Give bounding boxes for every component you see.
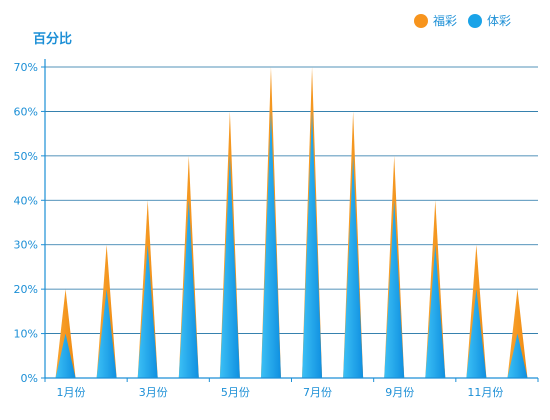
bar-ticai[interactable] (137, 244, 158, 378)
bar-ticai[interactable] (178, 200, 199, 378)
y-tick-label: 50% (14, 150, 38, 163)
y-axis-title: 百分比 (33, 31, 72, 47)
legend-item-ticai[interactable]: 体彩 (468, 14, 511, 28)
y-tick-label: 30% (14, 239, 38, 252)
bar-ticai[interactable] (96, 289, 117, 378)
legend-item-fucai[interactable]: 福彩 (414, 13, 457, 28)
bar-ticai[interactable] (466, 289, 487, 378)
y-tick-label: 70% (14, 61, 38, 74)
legend-swatch-ticai (468, 14, 482, 28)
bar-fucai[interactable] (55, 289, 76, 378)
axes (44, 59, 539, 382)
y-tick-label: 40% (14, 194, 38, 207)
x-tick-label: 5月份 (221, 386, 250, 399)
bars (55, 67, 528, 378)
bar-ticai[interactable] (343, 155, 364, 378)
bar-ticai[interactable] (507, 333, 528, 378)
x-tick-label: 1月份 (57, 386, 86, 399)
bar-fucai[interactable] (507, 289, 528, 378)
legend-swatch-fucai (414, 14, 428, 28)
y-tick-label: 20% (14, 283, 38, 296)
bar-ticai[interactable] (302, 111, 323, 378)
x-tick-labels: 1月份 3月份 5月份 7月份 9月份 11月份 (57, 386, 504, 399)
bar-ticai[interactable] (384, 200, 405, 378)
bar-ticai[interactable] (219, 155, 240, 378)
y-tick-label: 10% (14, 328, 38, 341)
legend: 福彩 体彩 (414, 13, 511, 28)
y-tick-labels: 0% 10% 20% 30% 40% 50% 60% 70% (14, 61, 38, 385)
legend-label-fucai: 福彩 (433, 13, 457, 28)
bar-ticai[interactable] (425, 244, 446, 378)
y-tick-label: 0% (21, 372, 38, 385)
y-tick-label: 60% (14, 105, 38, 118)
gridlines (41, 66, 538, 379)
legend-label-ticai: 体彩 (487, 14, 511, 28)
bar-ticai[interactable] (260, 111, 281, 378)
x-tick-label: 7月份 (303, 386, 332, 399)
x-tick-label: 3月份 (139, 386, 168, 399)
x-tick-label: 11月份 (467, 386, 503, 399)
x-tick-label: 9月份 (385, 386, 414, 399)
bar-ticai[interactable] (55, 333, 76, 378)
